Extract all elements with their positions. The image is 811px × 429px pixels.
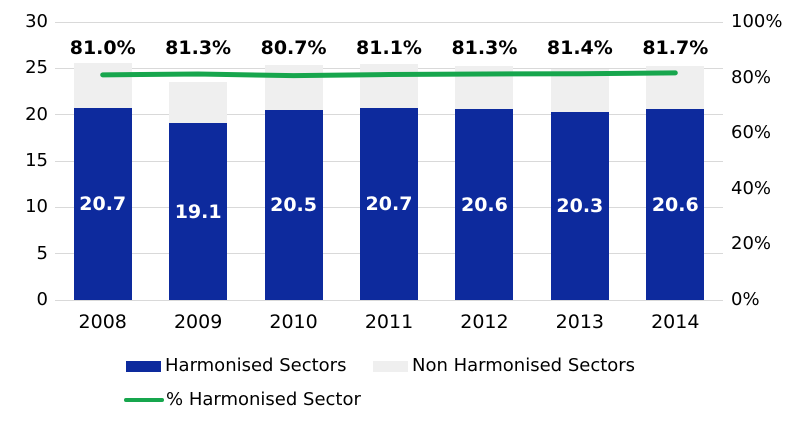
x-axis-category-label: 2012 [460,311,509,333]
bar-harmonised-2011 [360,108,418,300]
legend-label-harmonised-sectors: Harmonised Sectors [165,355,347,376]
gridline [55,299,723,301]
percent-data-label: 81.0% [69,37,136,59]
x-axis-category-label: 2014 [651,311,700,333]
bar-harmonised-2008 [73,108,132,300]
bar-non-harmonised-2013 [550,69,609,112]
bar-non-harmonised-2008 [73,62,132,109]
legend-swatch-percent-harmonised-sector [124,398,164,402]
bar-harmonised-2012 [455,109,514,300]
left-axis-tick: 0 [36,289,48,310]
left-axis-tick: 30 [25,11,48,32]
right-axis-tick: 20% [731,233,772,255]
legend-label-non-harmonised-sectors: Non Harmonised Sectors [412,355,636,376]
legend-item-percent-harmonised-sector: % Harmonised Sector [124,389,361,411]
percent-data-label: 81.1% [356,37,422,59]
bar-harmonised-2013 [550,111,609,300]
bar-non-harmonised-2012 [455,65,514,110]
left-axis-tick: 5 [36,242,48,264]
percent-data-label: 81.7% [642,37,709,59]
bar-value-label: 20.6 [651,193,699,216]
percent-data-label: 81.3% [165,37,232,59]
bar-value-label: 20.3 [556,194,604,217]
right-axis-tick: 0% [731,289,760,310]
legend-swatch-harmonised-sectors [126,360,161,372]
left-axis-tick: 10 [25,196,48,218]
left-axis-tick: 15 [25,150,48,171]
x-axis-category-label: 2008 [78,311,127,333]
bar-value-label: 20.7 [365,193,413,216]
x-axis-category-label: 2011 [364,311,414,333]
legend-label-percent-harmonised-sector: % Harmonised Sector [166,389,361,410]
bar-value-label: 20.7 [79,193,127,216]
x-axis-category-label: 2009 [173,311,223,333]
left-axis-tick: 20 [25,103,48,125]
bar-non-harmonised-2014 [646,66,705,110]
right-axis-tick: 60% [731,122,772,144]
legend-item-non-harmonised-sectors: Non Harmonised Sectors [373,355,635,377]
right-axis-tick: 40% [731,177,772,199]
percent-data-label: 81.3% [451,37,518,59]
bar-non-harmonised-2011 [360,63,418,109]
bar-value-label: 20.6 [460,193,508,216]
legend-swatch-non-harmonised-sectors [373,360,408,372]
bar-harmonised-2009 [169,123,228,300]
percent-data-label: 80.7% [260,37,327,59]
bar-non-harmonised-2009 [169,82,228,123]
legend-item-harmonised-sectors: Harmonised Sectors [126,355,346,377]
percent-data-label: 81.4% [546,37,613,59]
bar-harmonised-2014 [646,109,705,300]
right-axis-tick: 100% [731,11,783,32]
gridline [55,21,723,23]
x-axis-category-label: 2010 [269,311,318,333]
x-axis-category-label: 2013 [555,311,605,333]
bar-value-label: 20.5 [270,194,317,217]
bar-value-label: 19.1 [174,200,222,223]
bar-non-harmonised-2010 [264,64,323,111]
bar-harmonised-2010 [264,110,323,300]
left-axis-tick: 25 [25,57,48,79]
right-axis-tick: 80% [731,66,772,88]
